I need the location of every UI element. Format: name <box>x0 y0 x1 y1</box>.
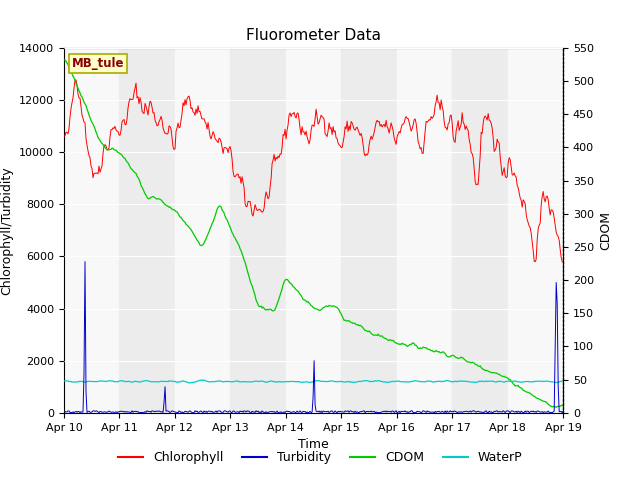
Bar <box>286 48 341 413</box>
Bar <box>452 48 508 413</box>
Bar <box>397 48 452 413</box>
X-axis label: Time: Time <box>298 438 329 451</box>
Bar <box>120 48 175 413</box>
Bar <box>230 48 286 413</box>
Y-axis label: Chlorophyll/Turbidity: Chlorophyll/Turbidity <box>1 166 13 295</box>
Legend: Chlorophyll, Turbidity, CDOM, WaterP: Chlorophyll, Turbidity, CDOM, WaterP <box>113 446 527 469</box>
Y-axis label: CDOM: CDOM <box>600 211 612 250</box>
Title: Fluorometer Data: Fluorometer Data <box>246 28 381 43</box>
Bar <box>508 48 563 413</box>
Bar <box>175 48 230 413</box>
Bar <box>64 48 120 413</box>
Bar <box>341 48 397 413</box>
Text: MB_tule: MB_tule <box>72 57 124 70</box>
